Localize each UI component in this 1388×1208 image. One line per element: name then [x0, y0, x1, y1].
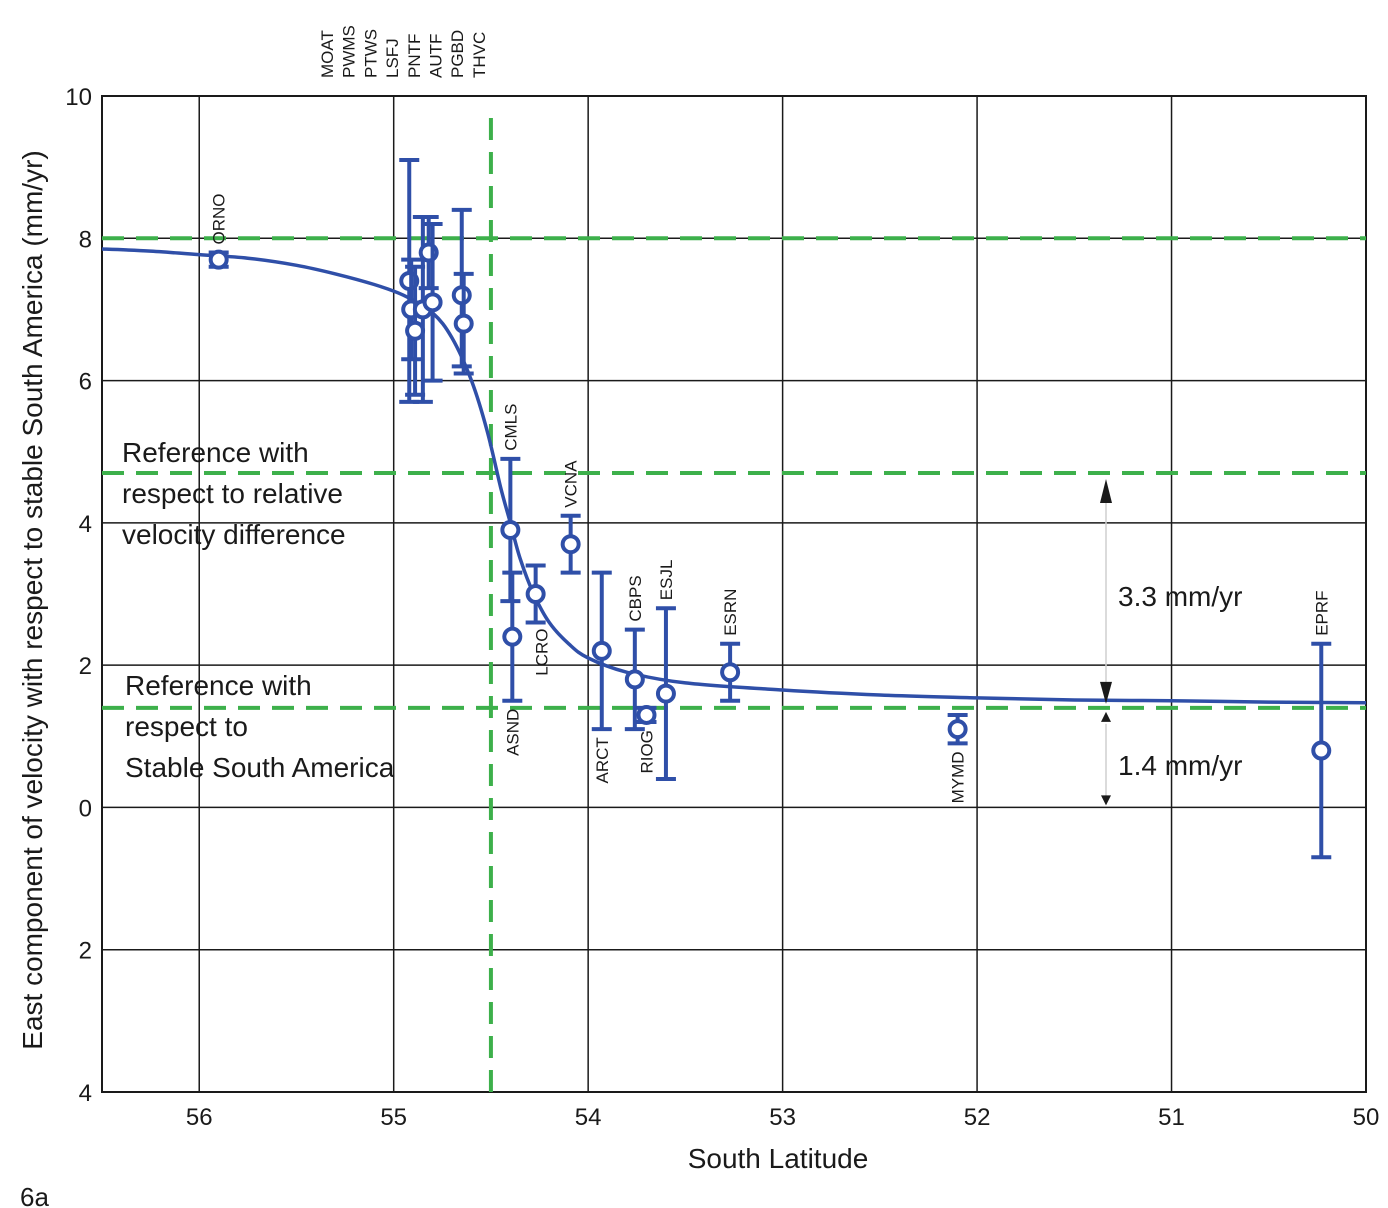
station-label-esjl: ESJL: [657, 560, 676, 601]
station-label-eprf: EPRF: [1312, 590, 1331, 635]
data-point: [720, 662, 741, 683]
data-point: [624, 669, 645, 690]
station-label-asnd: ASND: [503, 709, 522, 756]
difference-arrows: [1100, 479, 1112, 806]
station-label-orno: ORNO: [210, 194, 229, 245]
y-tick-label: 6: [79, 369, 92, 396]
data-point: [1311, 740, 1332, 761]
data-point: [500, 519, 521, 540]
y-tick-label: 10: [65, 84, 92, 111]
ref-relative-line-3: velocity difference: [122, 519, 346, 550]
station-label-cbps: CBPS: [626, 575, 645, 621]
diff-lower-label: 1.4 mm/yr: [1118, 750, 1242, 781]
station-vcna: [560, 513, 581, 575]
station-label-arct: ARCT: [593, 737, 612, 783]
x-tick-label: 51: [1158, 1104, 1185, 1131]
data-point: [947, 719, 968, 740]
station-label-mymd: MYMD: [949, 751, 968, 803]
arrow-head-down: [1100, 681, 1112, 704]
station-label-moat: MOAT: [318, 30, 337, 78]
x-tick-label: 52: [964, 1104, 991, 1131]
data-point: [591, 640, 612, 661]
station-thvc: [453, 271, 474, 376]
data-point: [525, 584, 546, 604]
station-label-thvc: THVC: [470, 32, 489, 78]
x-tick-label: 56: [186, 1104, 213, 1131]
station-label-lcro: LCRO: [533, 629, 552, 676]
station-orno: [208, 249, 229, 270]
y-tick-label: 2: [79, 653, 92, 680]
station-label-autf: AUTF: [427, 34, 446, 78]
x-tick-label: 54: [575, 1104, 602, 1131]
data-point: [560, 534, 581, 555]
arrow-head-up-lower: [1101, 711, 1111, 722]
data-point: [636, 704, 657, 725]
data-point: [453, 313, 474, 334]
station-label-esrn: ESRN: [721, 589, 740, 636]
y-axis-title: East component of velocity with respect …: [17, 150, 48, 1049]
station-label-pgbd: PGBD: [448, 30, 467, 78]
data-point: [422, 292, 443, 313]
station-esrn: [720, 641, 741, 703]
y-tick-label: 4: [79, 511, 92, 538]
station-labels: ORNO CMLS ASND LCRO VCNA ARCT CBPS RIOG ESJL ESRN…: [210, 25, 1332, 803]
arrow-head-down-lower: [1101, 795, 1111, 806]
station-cbps: [624, 627, 645, 732]
y-tick-label: 2: [79, 938, 92, 965]
arrow-head-up: [1100, 479, 1112, 504]
x-tick-label: 53: [769, 1104, 796, 1131]
station-points: [208, 158, 1332, 860]
x-tick-labels: 56 55 54 53 52 51 50: [186, 1104, 1379, 1131]
diff-upper-label: 3.3 mm/yr: [1118, 581, 1242, 612]
data-point: [208, 249, 229, 270]
ref-stable-line-3: Stable South America: [125, 752, 395, 783]
data-point: [405, 320, 426, 341]
y-tick-label: 4: [79, 1080, 92, 1107]
station-mymd: [947, 712, 968, 746]
y-tick-labels: 10 8 6 4 2 0 2 4: [65, 84, 92, 1107]
figure-label: 6a: [20, 1182, 49, 1208]
station-eprf: [1311, 641, 1332, 860]
station-label-pwms: PWMS: [340, 25, 359, 78]
station-label-cmls: CMLS: [501, 404, 520, 451]
x-tick-label: 55: [380, 1104, 407, 1131]
ref-stable-line-2: respect to: [125, 711, 248, 742]
y-tick-label: 8: [79, 226, 92, 253]
station-label-vcna: VCNA: [562, 460, 581, 508]
data-point: [655, 683, 676, 704]
station-label-lsfj: LSFJ: [383, 38, 402, 78]
station-lcro: [525, 563, 546, 625]
x-axis-title: South Latitude: [688, 1143, 869, 1174]
station-riog: [636, 704, 657, 725]
station-esjl: [655, 606, 676, 781]
station-label-ptws: PTWS: [361, 29, 380, 78]
ref-stable-line-1: Reference with: [125, 670, 312, 701]
station-arct: [591, 570, 612, 732]
ref-relative-line-2: respect to relative: [122, 478, 343, 509]
x-tick-label: 50: [1353, 1104, 1380, 1131]
data-point: [502, 626, 523, 647]
reference-lines: [102, 118, 1366, 1092]
ref-relative-line-1: Reference with: [122, 437, 309, 468]
fit-curve: [101, 247, 1367, 705]
station-label-pntf: PNTF: [405, 34, 424, 78]
y-tick-label: 0: [79, 795, 92, 822]
station-autf: [422, 222, 443, 383]
station-asnd: [502, 570, 523, 703]
station-label-riog: RIOG: [638, 730, 657, 773]
